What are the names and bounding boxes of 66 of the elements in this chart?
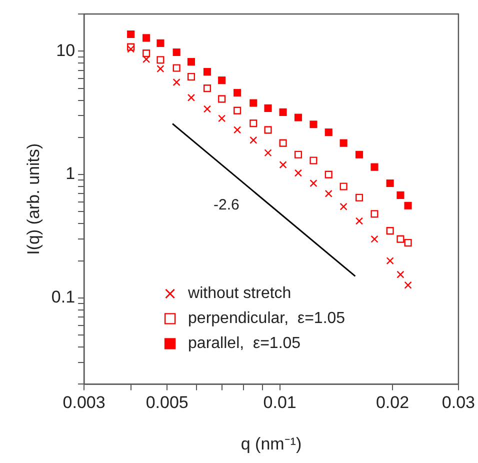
point (156, 56, 164, 64)
point (310, 156, 318, 164)
point (203, 68, 212, 76)
point (370, 163, 378, 171)
point (340, 182, 348, 190)
point (250, 99, 258, 107)
point (355, 217, 364, 225)
point (294, 114, 302, 122)
point (172, 64, 180, 72)
point (355, 194, 364, 202)
point (250, 120, 258, 128)
x-tick-label: 0.003 (62, 393, 106, 412)
y-axis-title: I(q) (arb. units) (24, 143, 43, 255)
point (370, 235, 378, 243)
point (279, 108, 287, 116)
y-tick-label: 1 (66, 164, 76, 184)
point (127, 30, 135, 38)
point (234, 106, 242, 114)
x-tick-label: 0.005 (146, 393, 188, 412)
point (324, 128, 332, 136)
point (203, 84, 212, 92)
x-tick-label: 0.03 (442, 393, 476, 412)
point (264, 149, 272, 157)
x-axis-title: q (nm⁻¹) (240, 434, 302, 454)
annotation: -2.6 (214, 196, 240, 214)
point (142, 34, 150, 42)
point (355, 150, 364, 158)
point (264, 126, 272, 134)
legend-label: without stretch (187, 285, 292, 302)
point (187, 58, 196, 66)
point (340, 202, 348, 210)
point (142, 50, 150, 58)
point (234, 126, 242, 134)
point (172, 78, 180, 86)
point (187, 72, 196, 81)
point (218, 114, 226, 122)
point (310, 179, 318, 188)
y-tick-label: 10 (56, 40, 76, 60)
point (279, 139, 287, 147)
point (218, 76, 226, 84)
legend-label: perpendicular, ε=1.05 (188, 310, 346, 328)
point (324, 190, 332, 198)
point (264, 104, 272, 112)
point (310, 120, 318, 128)
point (386, 179, 394, 188)
point (279, 160, 287, 169)
y-tick-label: 0.1 (51, 288, 76, 307)
point (172, 48, 180, 56)
point (386, 257, 394, 265)
x-tick-label: 0.02 (376, 393, 410, 412)
point (187, 94, 196, 102)
point (156, 39, 164, 47)
point (340, 139, 348, 147)
point (370, 210, 378, 218)
point (234, 88, 242, 97)
point (127, 43, 135, 51)
point (294, 150, 302, 158)
point (218, 95, 226, 103)
point (250, 136, 258, 144)
point (294, 169, 302, 177)
point (203, 105, 212, 113)
legend-label: parallel, ε=1.05 (188, 335, 301, 352)
point (156, 64, 164, 73)
x-tick-label: 0.01 (263, 393, 296, 412)
point (324, 170, 332, 178)
point (386, 227, 394, 235)
